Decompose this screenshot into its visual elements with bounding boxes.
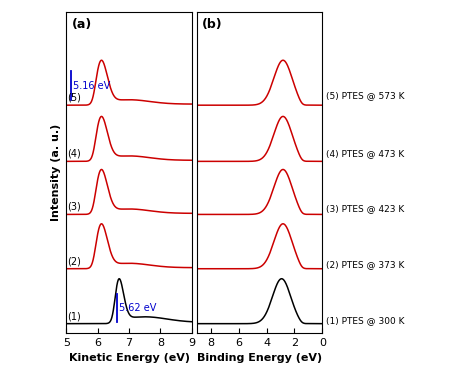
X-axis label: Kinetic Energy (eV): Kinetic Energy (eV) bbox=[69, 353, 190, 363]
X-axis label: Binding Energy (eV): Binding Energy (eV) bbox=[197, 353, 322, 363]
Text: (1): (1) bbox=[67, 311, 81, 321]
Text: (5) PTES @ 573 K: (5) PTES @ 573 K bbox=[326, 91, 405, 100]
Text: (3) PTES @ 423 K: (3) PTES @ 423 K bbox=[326, 204, 404, 213]
Text: (a): (a) bbox=[72, 18, 91, 31]
Text: (b): (b) bbox=[202, 18, 222, 31]
Text: (3): (3) bbox=[67, 202, 81, 212]
Text: (4) PTES @ 473 K: (4) PTES @ 473 K bbox=[326, 149, 404, 158]
Y-axis label: Intensity (a. u.): Intensity (a. u.) bbox=[51, 124, 61, 221]
Text: (5): (5) bbox=[67, 93, 81, 103]
Text: (4): (4) bbox=[67, 149, 81, 159]
Text: (2) PTES @ 373 K: (2) PTES @ 373 K bbox=[326, 260, 404, 269]
Text: 5.62 eV: 5.62 eV bbox=[119, 303, 156, 313]
Text: (1) PTES @ 300 K: (1) PTES @ 300 K bbox=[326, 316, 405, 325]
Text: (2): (2) bbox=[67, 256, 81, 266]
Text: 5.16 eV: 5.16 eV bbox=[73, 80, 110, 90]
